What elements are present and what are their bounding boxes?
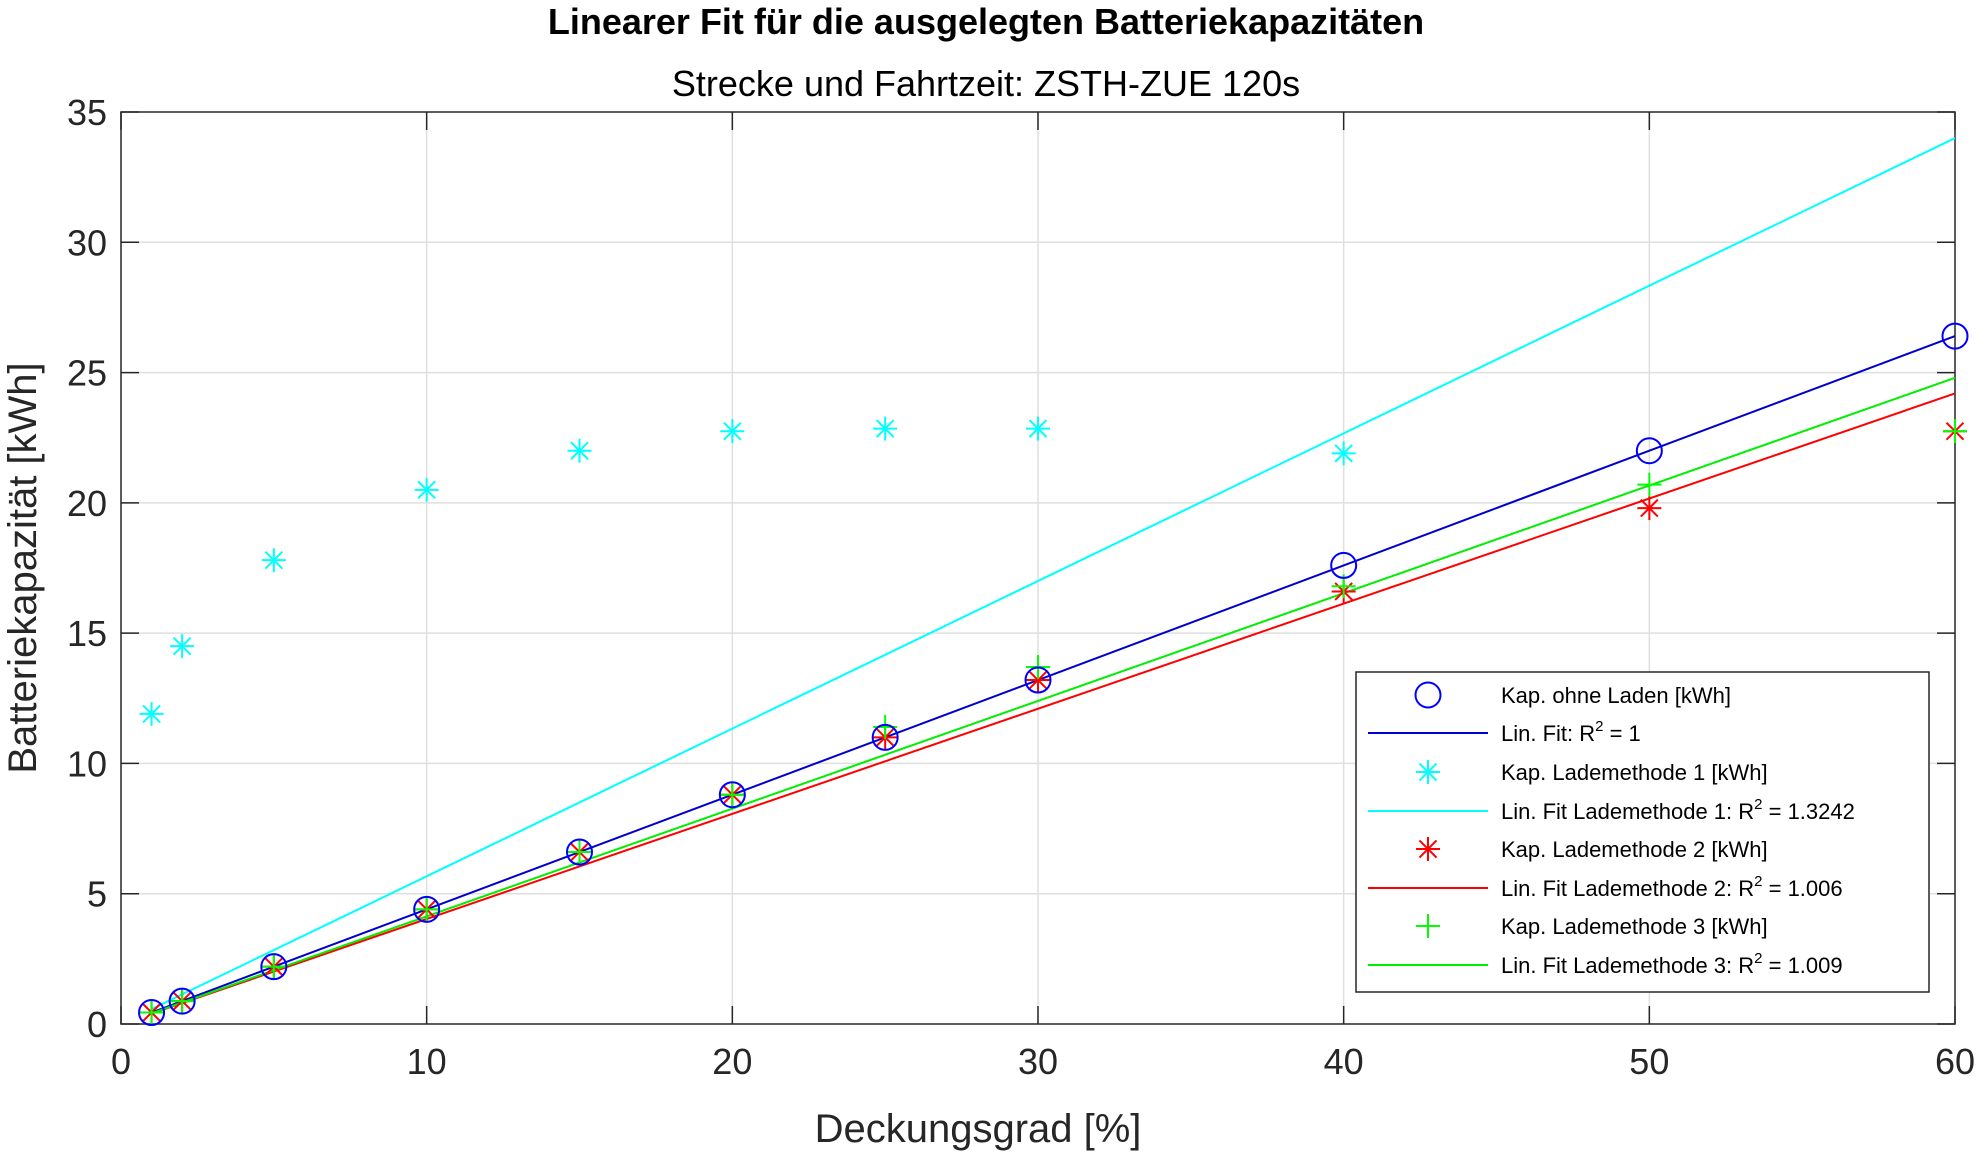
legend-marker-swatch [1416, 837, 1440, 861]
fit-line-series-4 [151, 137, 1956, 1011]
data-point-series-7 [1637, 472, 1662, 497]
legend-label: Kap. Lademethode 2 [kWh] [1501, 837, 1768, 862]
data-point-series-7 [720, 782, 745, 807]
y-tick-label: 10 [67, 743, 107, 784]
fit-line-series-2 [151, 335, 1956, 1014]
data-point-series-1 [138, 999, 166, 1027]
x-tick-label: 0 [111, 1041, 131, 1082]
data-point-series-3 [414, 477, 439, 502]
y-tick-label: 0 [87, 1004, 107, 1045]
chart-subtitle: Strecke und Fahrtzeit: ZSTH-ZUE 120s [672, 63, 1300, 104]
data-point-series-7 [261, 954, 286, 979]
x-axis-label: Deckungsgrad [%] [815, 1107, 1142, 1151]
data-point-series-1 [566, 838, 593, 866]
legend-label: Lin. Fit Lademethode 3: R2 = 1.009 [1501, 950, 1843, 978]
data-point-series-7 [1943, 419, 1967, 444]
x-tick-label: 30 [1018, 1041, 1058, 1082]
data-point-series-7 [139, 1000, 164, 1025]
y-tick-label: 25 [67, 353, 107, 394]
legend-label: Lin. Fit Lademethode 1: R2 = 1.3242 [1501, 796, 1855, 824]
data-point-series-1 [1024, 666, 1052, 694]
x-tick-label: 20 [712, 1041, 752, 1082]
data-point-series-3 [1331, 441, 1356, 466]
x-tick-label: 10 [407, 1041, 447, 1082]
fit-line-series-6 [151, 392, 1956, 1015]
legend-marker-swatch [1414, 681, 1442, 709]
y-tick-label: 5 [87, 874, 107, 915]
x-tick-label: 50 [1629, 1041, 1669, 1082]
data-point-series-3 [261, 548, 286, 573]
chart-title: Linearer Fit für die ausgelegten Batteri… [548, 1, 1424, 42]
legend-label: Lin. Fit Lademethode 2: R2 = 1.006 [1501, 873, 1843, 901]
y-tick-label: 30 [67, 222, 107, 263]
data-point-series-1 [168, 987, 196, 1015]
data-point-series-1 [1330, 551, 1358, 579]
data-point-series-1 [413, 895, 441, 923]
y-tick-label: 35 [67, 92, 107, 133]
data-point-series-7 [414, 897, 439, 922]
data-point-series-1 [718, 781, 746, 809]
legend-marker-swatch [1416, 914, 1440, 938]
data-point-series-7 [170, 989, 195, 1014]
data-point-series-3 [139, 701, 164, 726]
legend-box [1355, 671, 1930, 993]
data-point-series-1 [1635, 437, 1663, 465]
data-point-series-1 [871, 723, 899, 751]
data-point-series-3 [873, 416, 898, 441]
legend-label: Lin. Fit: R2 = 1 [1501, 718, 1641, 746]
x-tick-label: 60 [1935, 1041, 1975, 1082]
data-point-series-3 [567, 438, 592, 463]
legend-label: Kap. ohne Laden [kWh] [1501, 683, 1731, 708]
legend-label: Kap. Lademethode 1 [kWh] [1501, 760, 1768, 785]
plot-area: 0 10 20 30 40 50 60 0 5 10 15 20 25 30 35 [67, 92, 1975, 1082]
data-point-series-3 [1026, 416, 1050, 441]
legend-label: Kap. Lademethode 3 [kWh] [1501, 914, 1768, 939]
legend: Kap. ohne Laden [kWh] Lin. Fit: R2 = 1 Kap… [1355, 671, 1930, 993]
data-point-series-3 [170, 634, 195, 659]
data-point-series-7 [567, 840, 592, 865]
y-tick-label: 20 [67, 483, 107, 524]
data-point-series-1 [260, 953, 288, 981]
x-tick-label: 40 [1324, 1041, 1364, 1082]
data-point-series-5 [1026, 668, 1050, 693]
data-point-series-1 [1941, 322, 1969, 350]
data-point-series-3 [720, 419, 745, 444]
data-point-series-5 [1637, 496, 1662, 521]
y-tick-label: 15 [67, 613, 107, 654]
legend-marker-swatch [1416, 760, 1440, 784]
y-axis-label: Batteriekapazität [kWh] [1, 362, 45, 773]
